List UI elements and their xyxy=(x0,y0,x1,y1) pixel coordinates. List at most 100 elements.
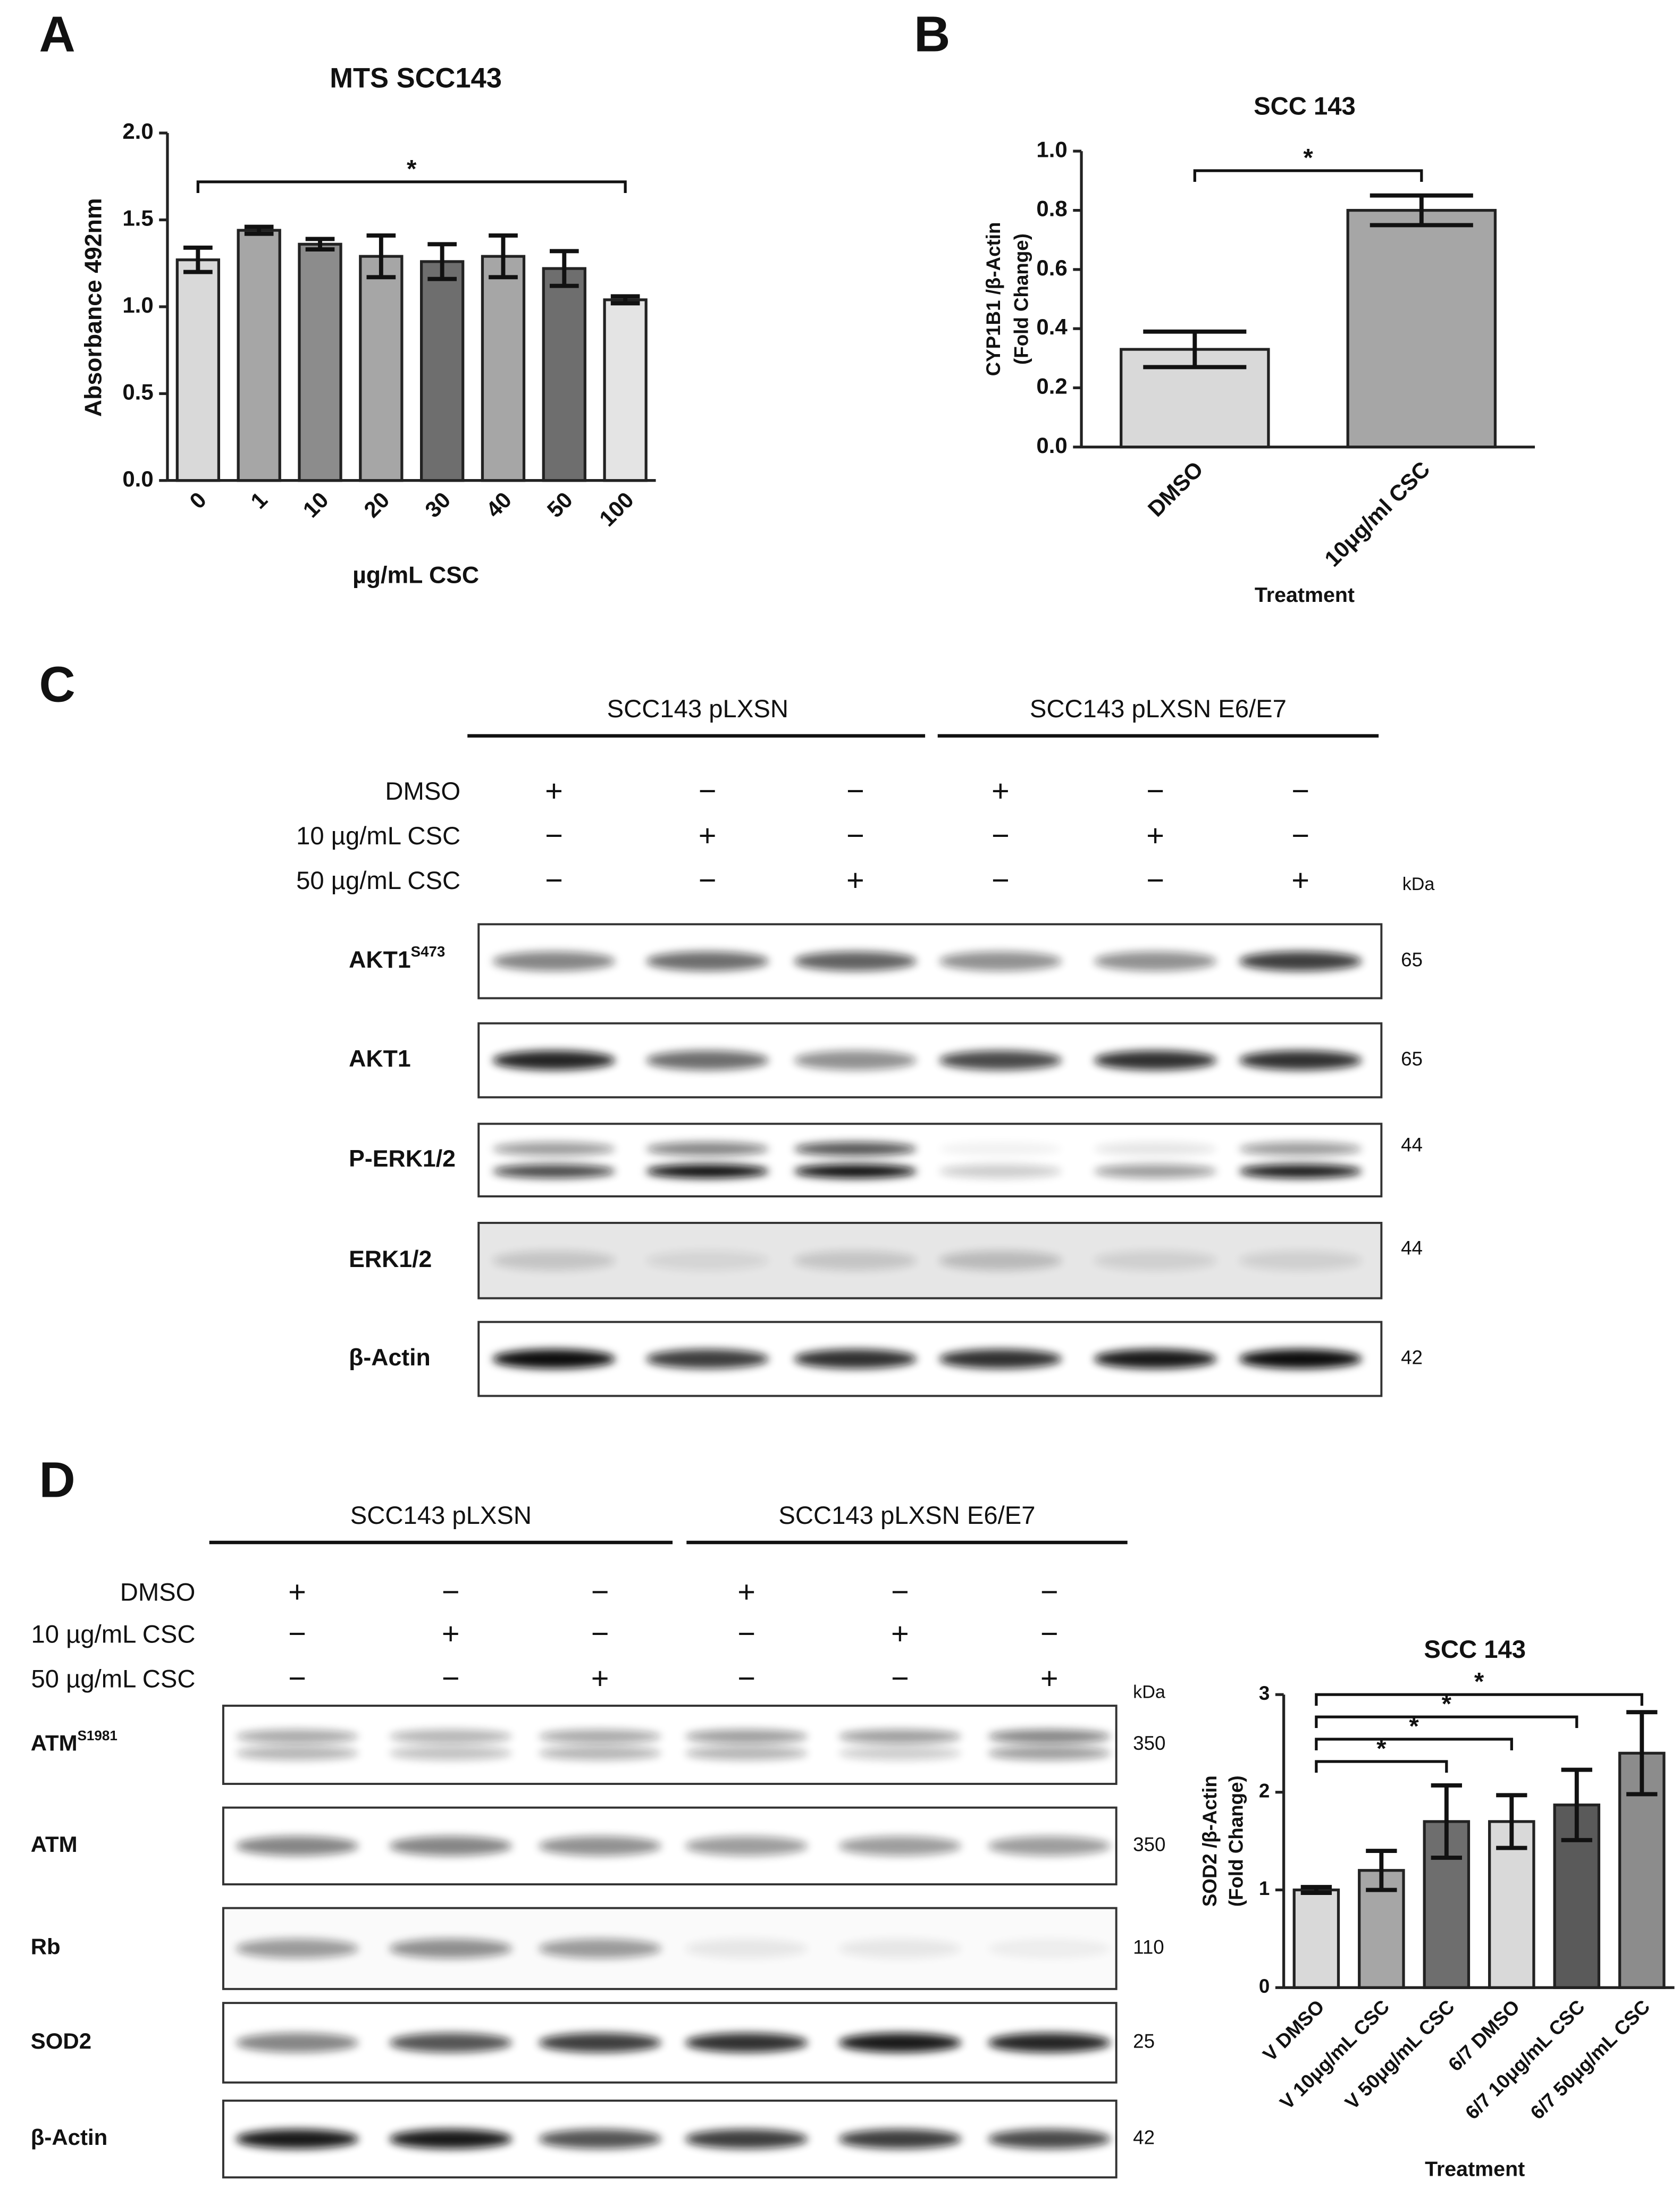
band-label: ATMS1981 xyxy=(31,1727,117,1756)
chart: MTS SCC143 Absorbance 492nm µg/mL CSC 0.0 0.… xyxy=(80,62,656,589)
band-label: AKT1 xyxy=(349,1046,411,1072)
y-axis-label: CYP1B1 /β-Actin xyxy=(982,222,1004,376)
treatment-sign: + xyxy=(288,1575,306,1609)
blot-band xyxy=(389,1746,513,1760)
blot-band xyxy=(988,1746,1111,1760)
blot-band xyxy=(939,1142,1062,1156)
blot-band xyxy=(794,1251,917,1271)
blot-band xyxy=(539,1939,662,1959)
blot-band xyxy=(988,1836,1111,1856)
band-superscript: S473 xyxy=(411,943,446,960)
treatment-label: 10 µg/mL CSC xyxy=(31,1620,195,1648)
treatment-sign: + xyxy=(737,1575,755,1609)
error-bar xyxy=(1143,329,1247,370)
significance-label: * xyxy=(1409,1713,1419,1741)
blot-band xyxy=(794,1164,917,1178)
band-name: β-Actin xyxy=(31,2125,108,2150)
blot-panel: SCC143 pLXSN SCC143 pLXSN E6/E7 DMSO + − − + − −… xyxy=(31,1502,1165,2179)
band-name: AKT1 xyxy=(349,1046,411,1072)
treatment-sign: − xyxy=(545,863,563,898)
blot-strip xyxy=(477,923,1383,1000)
band-kda: 44 xyxy=(1401,1237,1423,1259)
x-tick-label: 40 xyxy=(481,487,516,522)
band-label: Rb xyxy=(31,1934,61,1959)
blot-band xyxy=(939,1349,1062,1369)
bar xyxy=(175,258,221,482)
treatment-sign: − xyxy=(1146,774,1164,808)
blot-band xyxy=(1239,1349,1362,1369)
band-name: ERK1/2 xyxy=(349,1246,432,1272)
x-tick-label: DMSO xyxy=(1143,456,1208,521)
bar xyxy=(420,260,465,482)
treatment-sign: − xyxy=(1146,863,1164,898)
group-label: SCC143 pLXSN E6/E7 xyxy=(1030,695,1287,723)
blot-band xyxy=(794,1349,917,1369)
significance-bracket xyxy=(1193,169,1423,182)
blot-band xyxy=(492,1050,616,1070)
y-tick-label: 0.4 xyxy=(1036,314,1068,339)
y-tick-label: 3 xyxy=(1259,1682,1270,1704)
y-tick-label: 0.0 xyxy=(122,466,153,491)
bar xyxy=(298,242,342,482)
treatment-sign: + xyxy=(1291,863,1309,898)
treatment-sign: − xyxy=(288,1617,306,1651)
significance-label: * xyxy=(1303,144,1313,172)
treatment-sign: − xyxy=(442,1662,460,1696)
x-tick-label: V 50μg/mL CSC xyxy=(1341,1995,1459,2113)
blot-band xyxy=(389,1939,513,1959)
significance-bracket xyxy=(1315,1760,1448,1773)
blot-band xyxy=(539,2033,662,2053)
y-tick-label: 0.5 xyxy=(122,379,153,404)
blot-band xyxy=(939,951,1062,971)
blot-band xyxy=(492,951,616,971)
blot-strip xyxy=(477,1122,1383,1198)
x-tick-label: 50 xyxy=(542,487,577,522)
band-superscript: S1981 xyxy=(78,1727,117,1743)
band-label: AKT1S473 xyxy=(349,943,445,972)
treatment-sign: − xyxy=(891,1662,909,1696)
treatment-sign: − xyxy=(591,1575,609,1609)
blot-strip xyxy=(477,1022,1383,1098)
band-kda: 350 xyxy=(1133,1732,1165,1754)
blot-strip xyxy=(222,1806,1118,1885)
treatment-sign: − xyxy=(1040,1617,1059,1651)
treatment-sign: − xyxy=(699,774,717,808)
treatment-sign: − xyxy=(1040,1575,1059,1609)
error-bar xyxy=(1431,1783,1462,1860)
band-name: P-ERK1/2 xyxy=(349,1146,456,1172)
y-axis-label: Absorbance 492nm xyxy=(80,198,106,417)
blot-band xyxy=(794,1050,917,1070)
band-label: P-ERK1/2 xyxy=(349,1146,456,1172)
blot-band xyxy=(838,1836,962,1856)
bar xyxy=(237,229,281,482)
blot-strip xyxy=(222,1907,1118,1990)
band-kda: 350 xyxy=(1133,1834,1165,1856)
x-axis-label: Treatment xyxy=(1255,583,1355,607)
treatment-sign: − xyxy=(442,1575,460,1609)
blot-band xyxy=(988,1939,1111,1959)
blot-band xyxy=(389,1729,513,1743)
error-bar xyxy=(1370,193,1473,228)
treatment-sign: − xyxy=(545,819,563,853)
blot-band xyxy=(236,1729,359,1743)
y-tick-label: 0.0 xyxy=(1036,433,1067,458)
significance-label: * xyxy=(1376,1735,1387,1763)
band-name: ATM xyxy=(31,1731,78,1756)
blot-band xyxy=(1239,951,1362,971)
y-tick-label: 1 xyxy=(1259,1877,1270,1899)
band-label: β-Actin xyxy=(31,2125,108,2150)
error-bar xyxy=(305,237,335,252)
x-tick-label: 30 xyxy=(420,487,455,522)
band-name: β-Actin xyxy=(349,1345,431,1371)
blot-band xyxy=(236,1939,359,1959)
blot-band xyxy=(646,1050,769,1070)
error-bar xyxy=(1626,1710,1658,1797)
error-bar xyxy=(489,233,518,280)
blot-band xyxy=(539,1836,662,1856)
panel-label: B xyxy=(914,6,950,63)
blot-band xyxy=(492,1349,616,1369)
blot-band xyxy=(1094,1142,1217,1156)
bar xyxy=(481,255,526,482)
band-kda: 44 xyxy=(1401,1134,1423,1155)
x-axis-label: Treatment xyxy=(1425,2157,1525,2180)
